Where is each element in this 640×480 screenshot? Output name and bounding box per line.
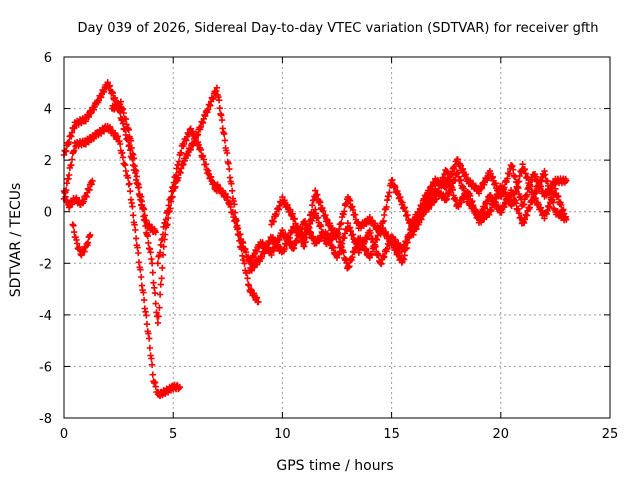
y-tick-label: 4: [44, 103, 52, 118]
x-tick-label: 10: [274, 427, 291, 442]
y-axis-label: SDTVAR / TECUs: [8, 183, 24, 298]
series-track-5: [108, 98, 159, 236]
plot-frame: [63, 56, 611, 419]
y-tick-label: -2: [39, 257, 52, 272]
x-tick-label: 15: [383, 427, 400, 442]
y-tick-label: -6: [39, 360, 52, 375]
y-tick-label: 2: [44, 154, 52, 169]
point-marks: [154, 125, 221, 267]
x-tick-label: 20: [493, 427, 510, 442]
series-track-9: [268, 161, 570, 250]
series-track-2: [60, 122, 183, 400]
x-axis-label: GPS time / hours: [276, 458, 393, 474]
y-tick-label: -4: [39, 309, 52, 324]
chart-title: Day 039 of 2026, Sidereal Day-to-day VTE…: [77, 21, 598, 36]
point-marks: [69, 221, 94, 259]
x-tick-label: 25: [602, 427, 619, 442]
point-marks: [60, 122, 183, 400]
series-track-6: [154, 125, 221, 267]
x-tick-label: 5: [169, 427, 177, 442]
tick-labels: 0 5 10 15 20 25 -8 -6 -4 -2 0 2 4 6: [39, 51, 618, 442]
point-marks: [108, 98, 159, 236]
x-tick-label: 0: [60, 427, 68, 442]
data-series: [60, 79, 570, 400]
axis-ticks: [63, 56, 611, 419]
series-track-4: [69, 221, 94, 259]
y-tick-label: 0: [44, 206, 52, 221]
point-marks: [268, 161, 570, 250]
y-tick-label: 6: [44, 51, 52, 66]
y-tick-label: -8: [39, 412, 52, 427]
